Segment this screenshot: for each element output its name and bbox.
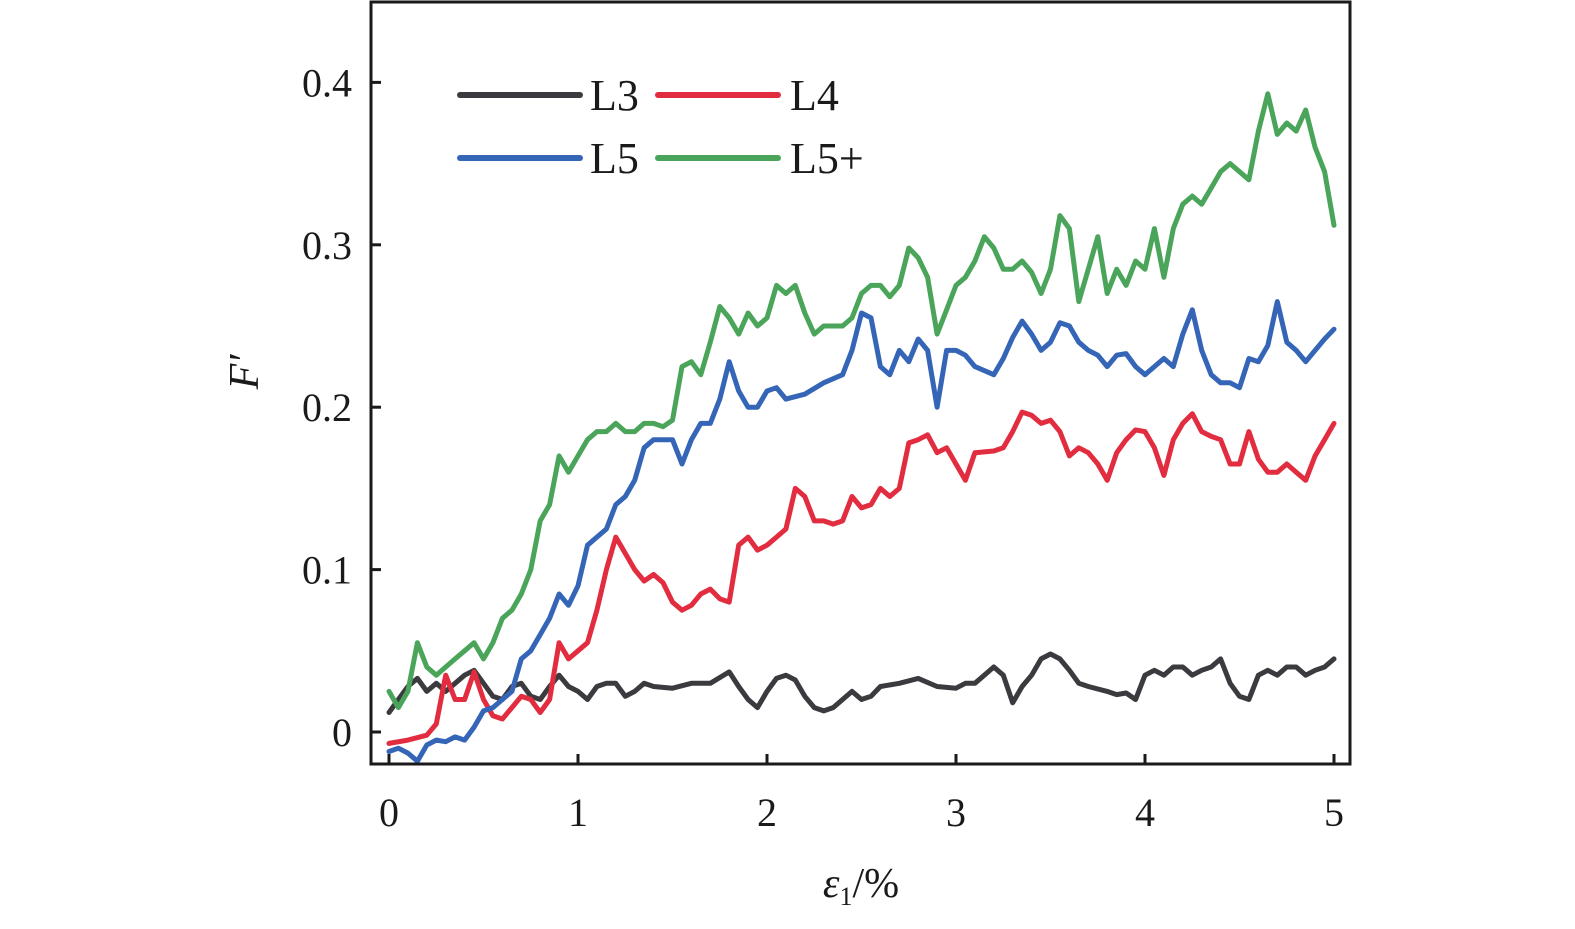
x-tick-label: 0: [379, 790, 399, 835]
x-axis-title-sub: 1: [839, 882, 852, 911]
y-tick-label: 0: [332, 710, 352, 755]
x-axis-title-var: ε: [823, 861, 840, 907]
series-line-l5: [386, 91, 1337, 711]
series-line-l4: [386, 409, 1337, 746]
legend-label: L5+: [790, 134, 864, 183]
series-line-l3: [386, 651, 1337, 715]
y-tick-label: 0.3: [302, 223, 352, 268]
x-axis-title-unit: /%: [852, 861, 899, 907]
y-tick-label: 0.4: [302, 60, 352, 105]
x-axis: 0 1 2 3 4 5: [379, 754, 1344, 835]
y-axis-title: F′: [222, 354, 268, 391]
x-tick-label: 5: [1324, 790, 1344, 835]
y-tick-label: 0.1: [302, 548, 352, 593]
y-axis: 0 0.1 0.2 0.3 0.4: [302, 60, 381, 755]
x-tick-label: 4: [1135, 790, 1155, 835]
series-layer: [386, 91, 1337, 764]
x-tick-label: 3: [946, 790, 966, 835]
y-tick-label: 0.2: [302, 385, 352, 430]
plot-frame: [369, 0, 1352, 766]
legend: L3 L4 L5 L5+: [457, 71, 864, 183]
x-axis-title: ε1/%: [823, 861, 899, 911]
series-line-l5: [386, 299, 1337, 764]
x-tick-label: 1: [568, 790, 588, 835]
legend-label: L4: [790, 71, 839, 120]
x-tick-label: 2: [757, 790, 777, 835]
legend-label: L5: [590, 134, 639, 183]
legend-label: L3: [590, 71, 639, 120]
